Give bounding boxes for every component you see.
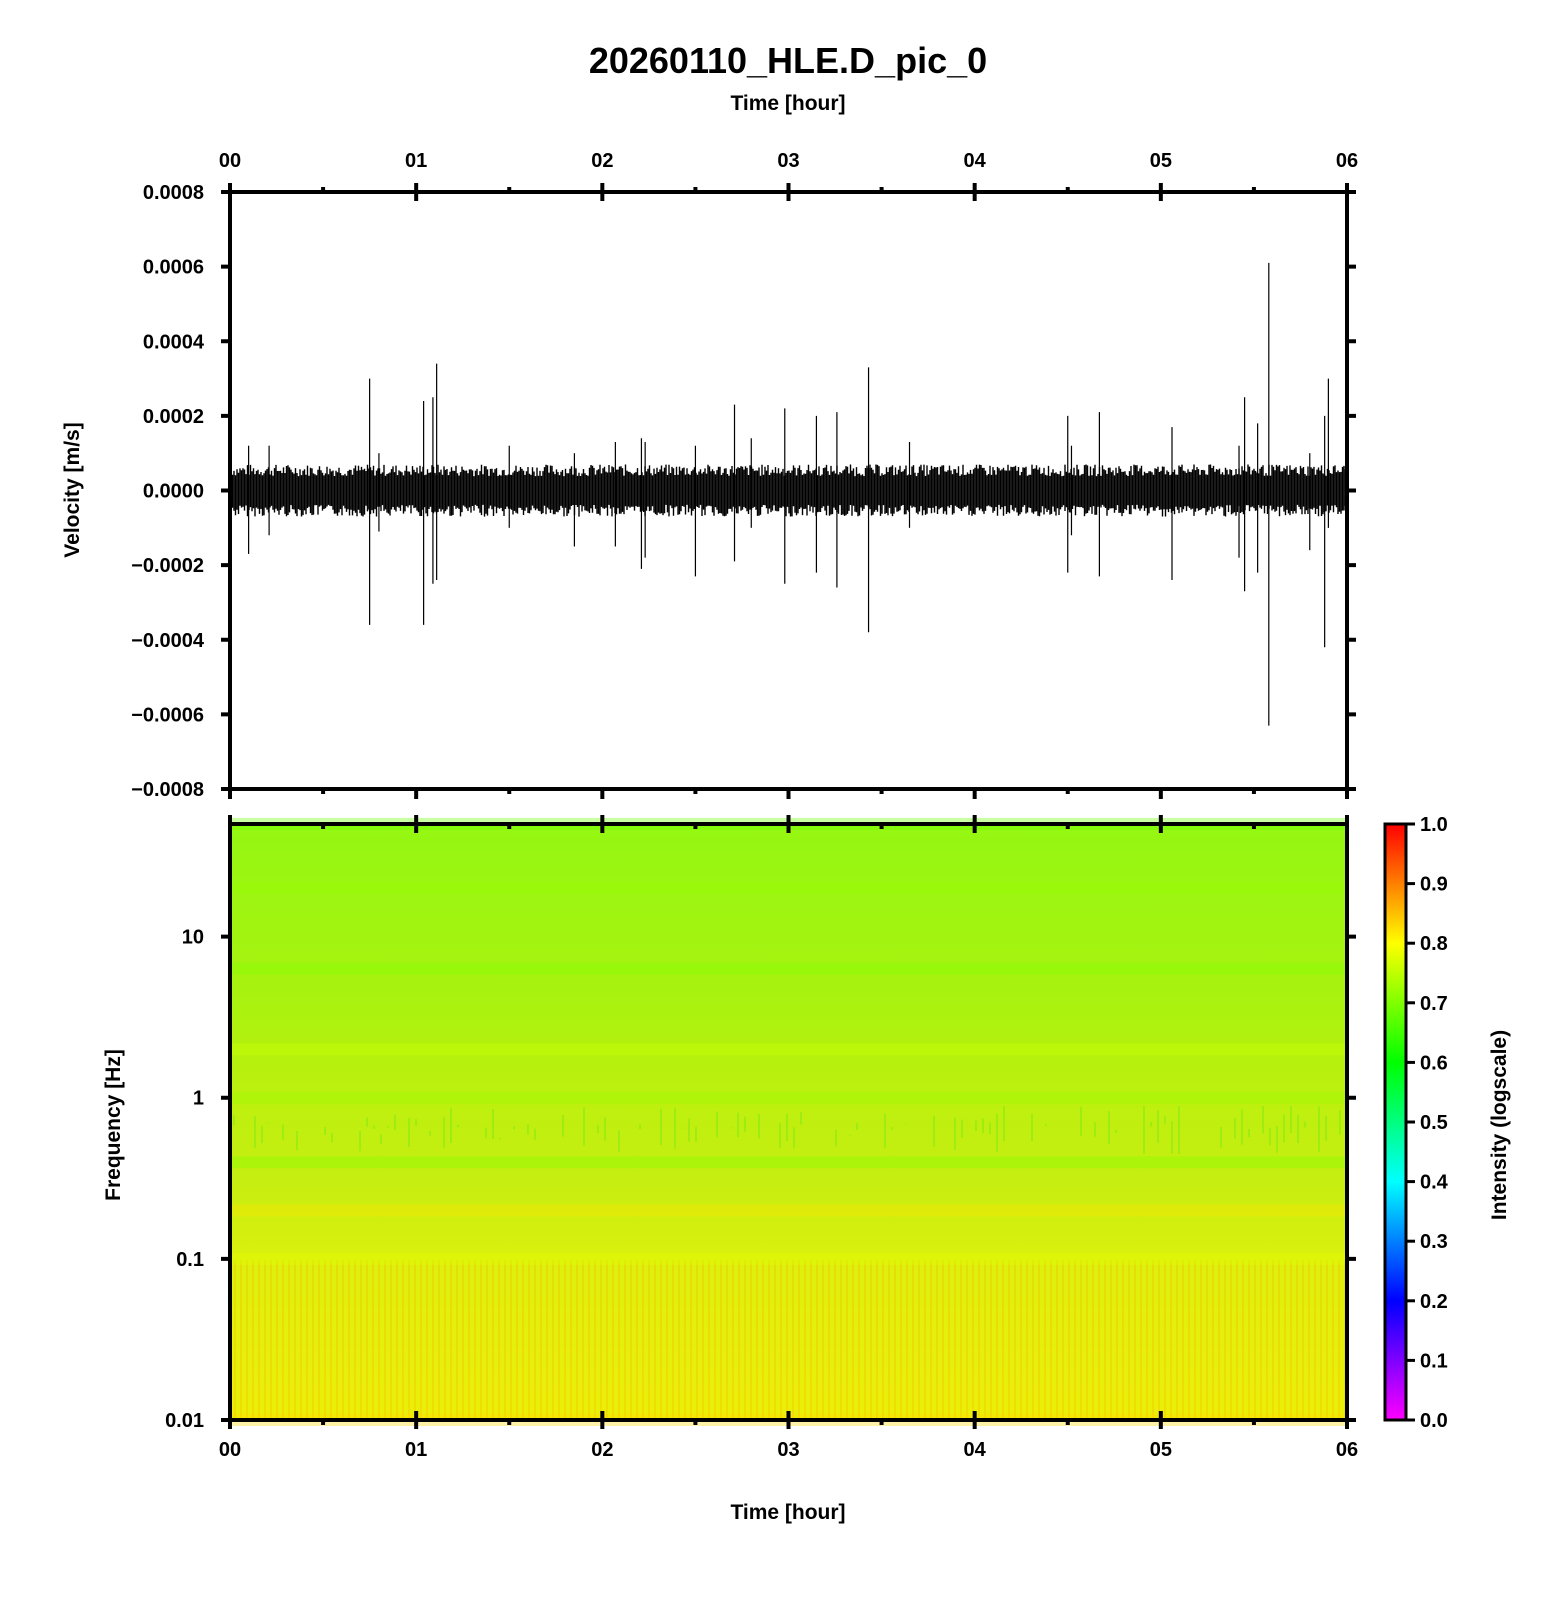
- spectrogram-band: [232, 882, 1345, 895]
- colorbar-tick-label: 0.9: [1420, 874, 1448, 896]
- y-tick-label: 0.1: [176, 1249, 204, 1271]
- spectrogram-y-axis-title: Frequency [Hz]: [102, 1049, 125, 1201]
- spectrogram-flecks: [233, 1106, 1341, 1154]
- velocity-y-axis-title: Velocity [m/s]: [61, 422, 84, 557]
- y-tick-label: 0.0006: [143, 257, 204, 279]
- colorbar-tick-label: 0.6: [1420, 1052, 1448, 1074]
- spectrogram-top-x-axis: [228, 815, 1349, 833]
- spectrogram-y-axis: 10 1 0.1 0.01: [165, 927, 1356, 1432]
- colorbar-tick-label: 1.0: [1420, 814, 1448, 836]
- x-tick-label: 06: [1336, 150, 1358, 172]
- spectrogram-x-axis-title: Time [hour]: [730, 1501, 845, 1524]
- x-tick-label: 02: [591, 150, 613, 172]
- velocity-panel: 00 01 02 03 04 05 06 0.00080.00060.00040.00020…: [61, 150, 1358, 801]
- x-tick-label: 04: [964, 150, 987, 172]
- x-tick-label: 00: [219, 1439, 241, 1461]
- y-tick-label: 0.0008: [143, 182, 204, 204]
- colorbar-tick-label: 0.3: [1420, 1231, 1448, 1253]
- y-tick-label: −0.0004: [131, 630, 205, 652]
- velocity-y-axis: 0.0008 0.0006 0.0004 0.0002 0.0000 −0.0002 −0.…: [131, 182, 1356, 801]
- spectrogram-band: [232, 1156, 1345, 1169]
- x-tick-label: 04: [964, 1439, 987, 1461]
- colorbar-tick-label: 0.4: [1420, 1172, 1449, 1194]
- spectrogram-band: [232, 1204, 1345, 1217]
- waveform-trace: [230, 262, 1347, 726]
- x-tick-label: 01: [405, 1439, 427, 1461]
- colorbar-tick-label: 0.7: [1420, 993, 1448, 1015]
- x-tick-label: 05: [1150, 150, 1172, 172]
- y-tick-label: 0.0002: [143, 406, 204, 428]
- x-tick-label: 05: [1150, 1439, 1172, 1461]
- colorbar: 1.0 0.9 0.8 0.7 0.6 0.5 0.4 0.3 0.2 0.1 0.0 Intens…: [1383, 814, 1511, 1432]
- colorbar-ticks: 1.0 0.9 0.8 0.7 0.6 0.5 0.4 0.3 0.2 0.1 0.0: [1406, 814, 1449, 1432]
- y-tick-label: 0.0000: [143, 481, 204, 503]
- spectrogram-panel: 00 01 02 03 04 05 06 10 1 0.1 0.01 Frequency [Hz]…: [102, 815, 1358, 1524]
- colorbar-tick-label: 0.1: [1420, 1350, 1448, 1372]
- waveform-noise: [230, 464, 1347, 517]
- velocity-top-x-axis: 00 01 02 03 04 05 06: [219, 150, 1358, 799]
- colorbar-tick-label: 0.8: [1420, 933, 1448, 955]
- x-tick-label: 01: [405, 150, 427, 172]
- x-tick-label: 03: [777, 1439, 799, 1461]
- spectrogram-band: [232, 1043, 1345, 1056]
- spectrogram-band: [232, 1252, 1345, 1265]
- colorbar-title: Intensity (logscale): [1488, 1030, 1511, 1220]
- y-tick-label: −0.0008: [131, 779, 204, 801]
- y-tick-label: 10: [182, 927, 204, 949]
- y-tick-label: 1: [193, 1088, 204, 1110]
- y-tick-label: −0.0006: [131, 704, 204, 726]
- colorbar-gradient: [1385, 824, 1406, 1420]
- spectrogram-x-axis: 00 01 02 03 04 05 06: [219, 1411, 1358, 1461]
- spectrogram-texture: [230, 1260, 1347, 1420]
- spectrogram-image: [230, 817, 1347, 1426]
- x-tick-label: 06: [1336, 1439, 1358, 1461]
- colorbar-tick-label: 0.2: [1420, 1291, 1448, 1313]
- x-tick-label: 03: [777, 150, 799, 172]
- chart-title: 20260110_HLE.D_pic_0: [589, 40, 987, 81]
- y-tick-label: −0.0002: [131, 555, 204, 577]
- colorbar-tick-label: 0.5: [1420, 1112, 1448, 1134]
- colorbar-tick-label: 0.0: [1420, 1410, 1448, 1432]
- x-tick-label: 00: [219, 150, 241, 172]
- y-tick-label: 0.01: [165, 1410, 204, 1432]
- spectrogram-band: [232, 962, 1345, 975]
- x-tick-label: 02: [591, 1439, 613, 1461]
- y-tick-label: 0.0004: [143, 331, 205, 353]
- top-x-axis-title: Time [hour]: [730, 92, 845, 115]
- spectrogram-band: [232, 1091, 1345, 1104]
